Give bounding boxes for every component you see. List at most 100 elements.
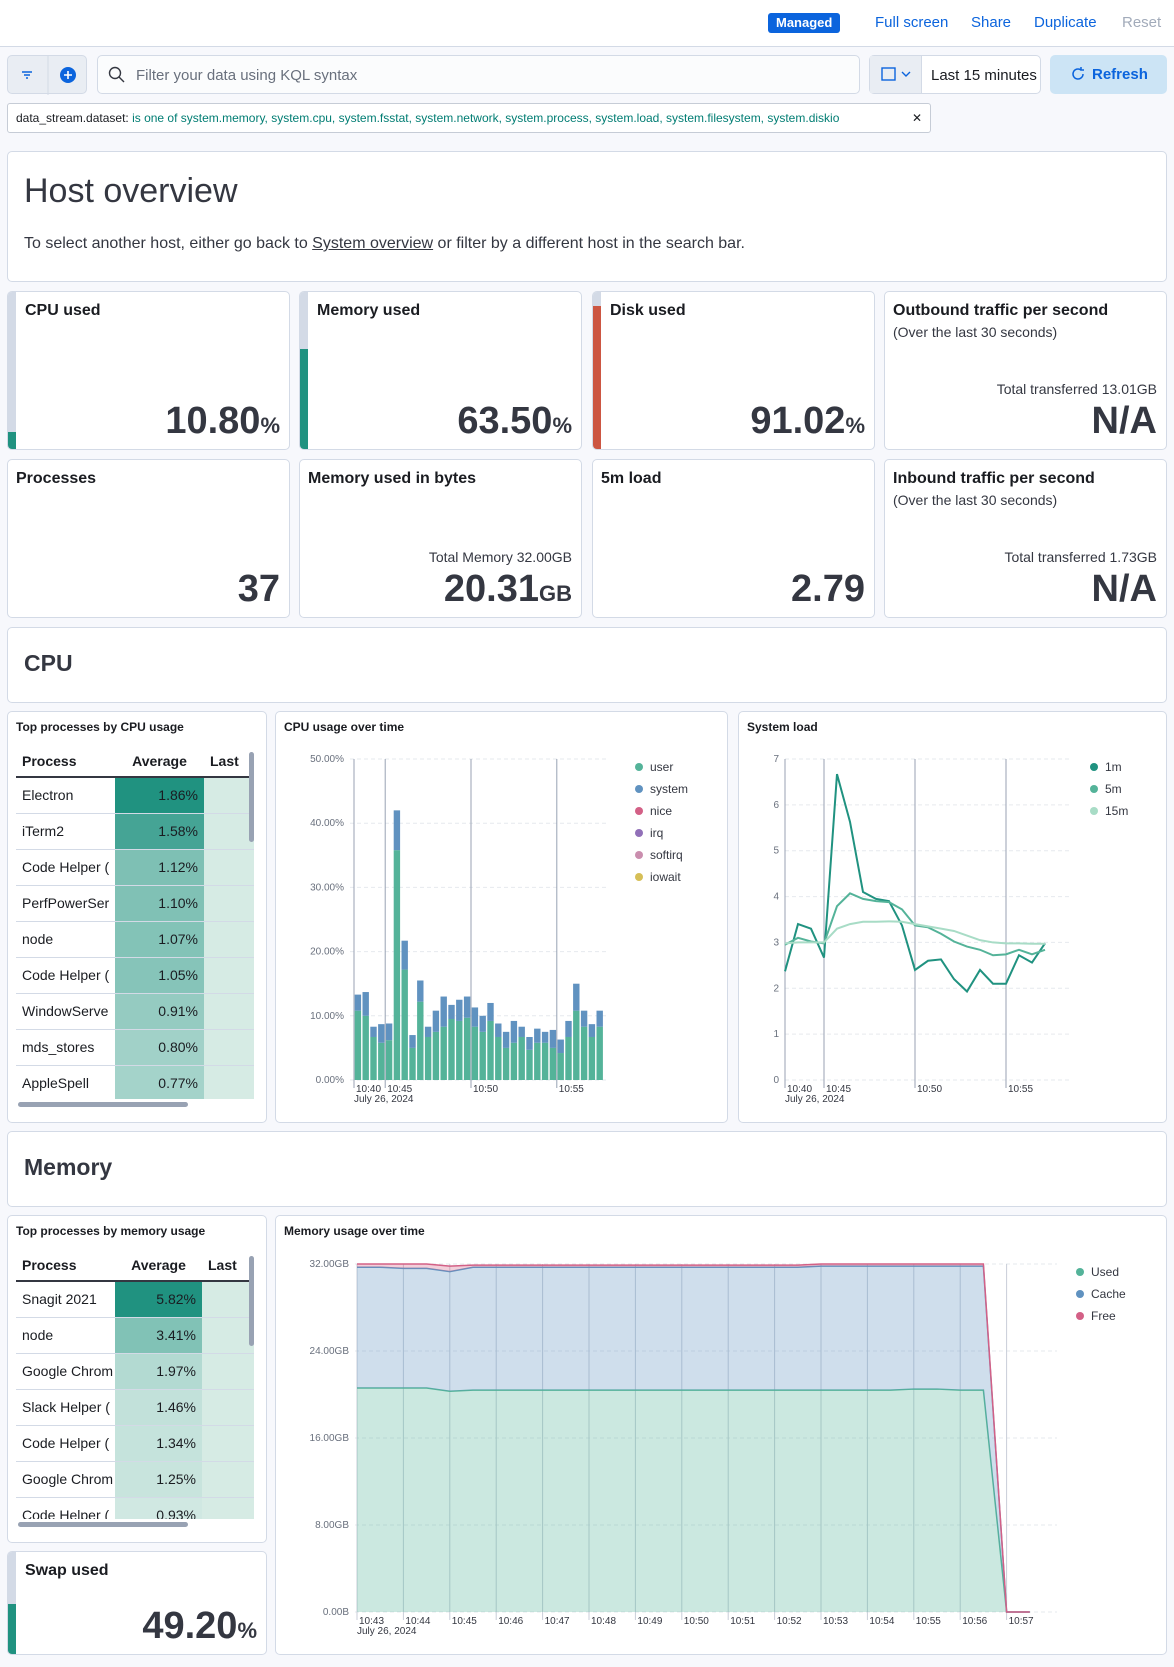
metric-title: CPU used [25,302,101,319]
legend-label: 15m [1105,804,1128,818]
y-tick-label: 6 [773,800,779,811]
last-cell [204,1029,254,1066]
x-tick-label: 10:49 [637,1616,662,1627]
metric-card: 5m load 2.79 [592,459,875,618]
filter-pill[interactable]: data_stream.dataset: is one of system.me… [7,103,931,133]
page-title: Host overview [24,172,238,210]
table-panel: Top processes by memory usage Process Aver… [7,1215,267,1543]
chart: 0.00B 8.00GB 16.00GB 24.00GB 32.00GB 10:43Jul… [310,1259,1126,1637]
table-title: Top processes by CPU usage [16,720,184,734]
process-name: node [16,1317,115,1354]
share-link[interactable]: Share [971,14,1012,31]
page-description: To select another host, either go back t… [24,235,745,253]
y-tick-label: 50.00% [310,754,344,765]
chart-panel: CPU usage over time 0.00% 10.00% 20.00% 30.0… [275,711,728,1123]
description-text: To select another host, either go back t… [24,235,313,252]
filter-icons [22,56,76,95]
chart-panel: System load 0 1 2 3 4 5 6 7 10:40 July 26, 2024 10:… [738,711,1167,1123]
bar-segment [440,1026,447,1080]
metric-value: 49.20% [142,1605,257,1648]
bar-segment [518,1036,525,1080]
metric-card: Inbound traffic per second (Over the last… [884,459,1167,618]
chart-panel: Memory usage over time 0.00B 8.00GB 16.00GB… [275,1215,1167,1655]
y-tick-label: 1 [773,1029,779,1040]
legend-swatch [635,829,643,837]
refresh-button[interactable]: Refresh [1050,55,1167,94]
process-name: AppleSpell [16,1065,115,1099]
y-tick-label: 40.00% [310,818,344,829]
average-cell: 1.12% [115,849,204,886]
metric-title: Memory used in bytes [308,470,477,487]
average-cell: 0.93% [115,1497,202,1519]
x-tick-label: 10:47 [545,1616,570,1627]
x-tick-label: 10:45 [826,1084,851,1095]
search-box[interactable]: Filter your data using KQL syntax [97,55,860,94]
bar-segment [557,1053,564,1080]
area-line [357,1265,1030,1613]
bar-segment [549,1029,557,1048]
full-screen-link[interactable]: Full screen [875,14,949,31]
chart-title: Memory usage over time [284,1224,425,1238]
reset-link[interactable]: Reset [1122,14,1162,31]
y-tick-label: 8.00GB [315,1520,349,1531]
metric-value: N/A [1092,400,1157,443]
x-tick-label: 10:55 [559,1084,584,1095]
metric-value: 91.02% [750,400,865,443]
filter-close[interactable]: ✕ [911,111,922,125]
metric-card: Processes 37 [7,459,290,618]
line [784,773,1046,994]
bar-segment [580,1010,588,1027]
metric-note: Total transferred 13.01GB [996,381,1157,397]
legend-label: softirq [650,848,683,862]
bar-segment [456,1020,463,1080]
y-tick-label: 2 [773,983,779,994]
filter-buttons[interactable] [7,55,87,95]
last-cell [204,777,254,814]
column-header[interactable]: Last [202,1249,254,1282]
time-picker[interactable]: Last 15 minutes [869,55,1041,94]
table-row: Code Helper (0.93% [16,1497,254,1519]
duplicate-link[interactable]: Duplicate [1034,14,1097,31]
table-row: Electron 1.86% [16,777,254,814]
last-cell [202,1389,254,1426]
legend-swatch [635,785,643,793]
bar-segment [549,1047,557,1080]
column-header[interactable]: Last [204,745,254,778]
bar-segment [479,1015,486,1032]
section-title: Memory [24,1154,113,1180]
average-cell: 3.41% [115,1317,202,1354]
column-header[interactable]: Average [115,1249,202,1282]
average-cell: 0.80% [115,1029,204,1066]
column-header[interactable]: Process [16,1249,115,1282]
system-overview-link[interactable]: System overview [312,235,434,252]
y-tick-label: 4 [773,892,779,903]
legend-swatch [635,851,643,859]
bar-segment [518,1026,525,1037]
last-cell [204,885,254,922]
metric-value: N/A [1092,568,1157,611]
bar-segment [385,1023,393,1041]
metric-number: 91.02 [750,400,846,442]
horizontal-scrollbar [18,1102,188,1107]
y-tick-label: 0.00% [316,1075,344,1086]
x-tick-label: 10:45 [452,1616,477,1627]
bar-segment [541,1042,549,1080]
column-header[interactable]: Process [16,745,115,778]
average-cell: 1.10% [115,885,204,922]
bar-segment [557,1039,564,1054]
table-row: Google Chrom 1.25% [16,1461,254,1498]
metric-card: Outbound traffic per second (Over the las… [884,291,1167,450]
filter-field: data_stream.dataset: [16,111,129,125]
calendar-button[interactable] [870,56,922,93]
bar-segment [588,1036,596,1080]
gauge-fill [8,1603,16,1654]
metric-number: N/A [1091,400,1157,442]
column-header[interactable]: Average [115,745,204,778]
metric-note: Total Memory 32.00GB [428,549,572,565]
line [784,920,1045,945]
legend-swatch [1090,763,1098,771]
search-placeholder: Filter your data using KQL syntax [136,67,358,84]
metric-note: Total transferred 1.73GB [1004,549,1157,565]
area [357,1387,1030,1612]
